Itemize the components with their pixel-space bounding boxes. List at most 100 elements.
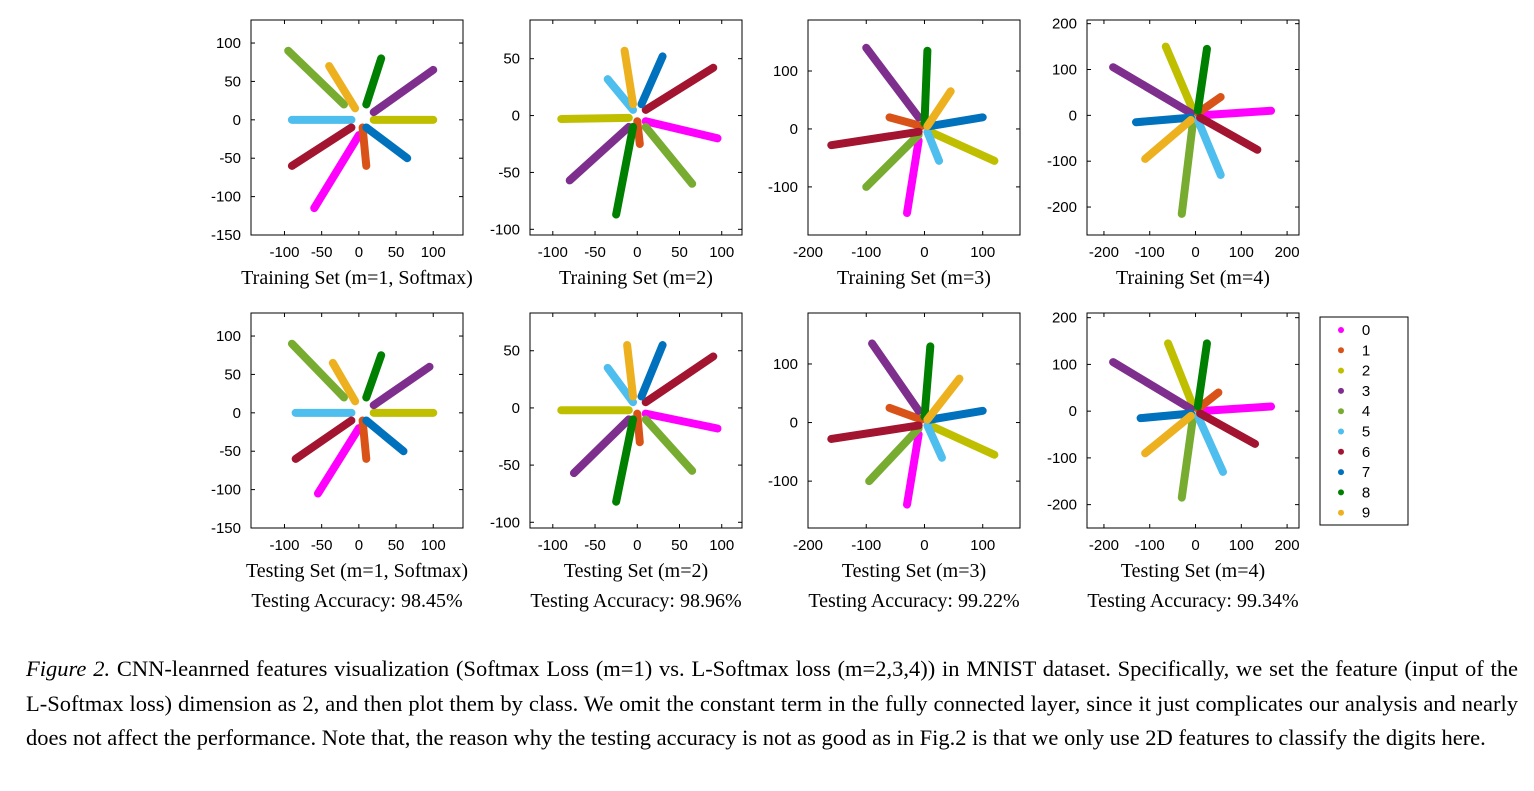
- x-tick-label: 0: [633, 244, 641, 261]
- legend-label: 7: [1362, 464, 1370, 481]
- y-tick-label: 100: [1052, 356, 1077, 373]
- y-tick-label: 100: [216, 35, 241, 52]
- x-axis-label: Testing Set (m=4): [1121, 560, 1265, 582]
- y-tick-label: 100: [773, 63, 798, 80]
- cluster: [313, 424, 363, 498]
- y-tick-label: -100: [1047, 153, 1077, 170]
- cluster: [603, 75, 638, 114]
- legend-marker: [1338, 448, 1344, 455]
- x-tick-label: -100: [538, 244, 568, 261]
- y-tick-label: 0: [790, 415, 798, 432]
- accuracy: Testing Accuracy: 98.45%: [251, 590, 462, 612]
- x-tick-label: 0: [920, 537, 928, 554]
- y-tick-label: 0: [233, 405, 241, 422]
- cluster: [862, 43, 923, 122]
- cluster: [903, 136, 923, 217]
- legend-marker: [1338, 489, 1344, 496]
- cluster: [641, 415, 697, 475]
- x-tick-label: 100: [1229, 244, 1254, 261]
- x-axis-label: Testing Set (m=2): [564, 560, 708, 582]
- cluster: [865, 424, 923, 486]
- y-tick-label: -100: [490, 221, 520, 238]
- accuracy: Testing Accuracy: 99.34%: [1087, 590, 1298, 612]
- plot-frame: [1086, 312, 1300, 529]
- cluster: [565, 122, 633, 185]
- y-tick-label: 50: [503, 343, 520, 360]
- cluster: [1196, 409, 1260, 448]
- y-tick-label: -150: [211, 227, 241, 244]
- y-tick-label: -50: [498, 457, 520, 474]
- cluster: [923, 374, 964, 424]
- cluster: [362, 54, 386, 109]
- x-tick-label: -100: [851, 244, 881, 261]
- cluster: [623, 341, 638, 401]
- cluster: [923, 87, 955, 131]
- cluster: [923, 127, 944, 165]
- legend-label: 5: [1362, 424, 1370, 441]
- x-tick-label: -100: [269, 537, 299, 554]
- cluster: [885, 113, 926, 131]
- clusters: [557, 46, 722, 219]
- cluster: [1141, 411, 1195, 458]
- cluster: [284, 46, 348, 109]
- plot-frame: [529, 312, 743, 529]
- x-tick-label: 0: [1191, 537, 1199, 554]
- y-tick-label: 0: [233, 112, 241, 129]
- y-tick-label: -100: [768, 179, 798, 196]
- legend-marker: [1338, 327, 1344, 333]
- y-tick-label: -100: [211, 189, 241, 206]
- cluster: [862, 130, 923, 191]
- cluster: [369, 362, 434, 410]
- legend-marker: [1338, 347, 1344, 354]
- legend-label: 6: [1362, 444, 1370, 461]
- y-tick-label: -150: [211, 520, 241, 537]
- cluster: [358, 416, 371, 463]
- cluster: [641, 409, 722, 433]
- cluster: [926, 406, 987, 424]
- legend-label: 1: [1362, 342, 1370, 359]
- legend-marker: [1338, 469, 1344, 476]
- x-tick-label: 200: [1275, 537, 1300, 554]
- clusters: [827, 43, 999, 217]
- plot-frame: [250, 19, 464, 236]
- cluster: [310, 131, 363, 213]
- cluster: [1141, 115, 1195, 163]
- x-tick-label: -50: [584, 244, 606, 261]
- x-tick-label: -200: [1089, 244, 1119, 261]
- y-tick-label: 200: [1052, 16, 1077, 33]
- legend-box: [1319, 316, 1409, 526]
- cluster: [926, 127, 999, 165]
- x-tick-label: 100: [421, 537, 446, 554]
- cluster: [1196, 106, 1276, 120]
- y-tick-label: -100: [490, 514, 520, 531]
- x-tick-label: 0: [1191, 244, 1199, 261]
- x-tick-label: -100: [538, 537, 568, 554]
- cluster: [1161, 42, 1198, 115]
- x-tick-label: 0: [355, 537, 363, 554]
- x-tick-label: 0: [633, 537, 641, 554]
- cluster: [612, 122, 638, 219]
- y-tick-label: 50: [224, 73, 241, 90]
- cluster: [362, 351, 386, 402]
- cluster: [1177, 115, 1198, 218]
- x-tick-label: -200: [793, 244, 823, 261]
- cluster: [1136, 409, 1195, 423]
- accuracy: Testing Accuracy: 99.22%: [808, 590, 1019, 612]
- cluster: [1193, 339, 1211, 411]
- legend-marker: [1338, 428, 1344, 435]
- x-axis-label: Training Set (m=2): [559, 267, 713, 289]
- y-tick-label: -50: [219, 443, 241, 460]
- cluster: [926, 113, 987, 131]
- x-tick-label: 50: [671, 537, 688, 554]
- cluster: [1193, 115, 1225, 179]
- caption: Figure 2. CNN-leanrned features visualiz…: [26, 652, 1518, 756]
- cluster: [325, 62, 360, 113]
- y-tick-label: -100: [211, 482, 241, 499]
- legend-label: 9: [1362, 505, 1370, 522]
- x-axis-label: Training Set (m=4): [1116, 267, 1270, 289]
- x-tick-label: -100: [851, 537, 881, 554]
- y-tick-label: -100: [768, 473, 798, 490]
- cluster: [358, 123, 371, 170]
- y-tick-label: -200: [1047, 497, 1077, 514]
- x-tick-label: -200: [1089, 537, 1119, 554]
